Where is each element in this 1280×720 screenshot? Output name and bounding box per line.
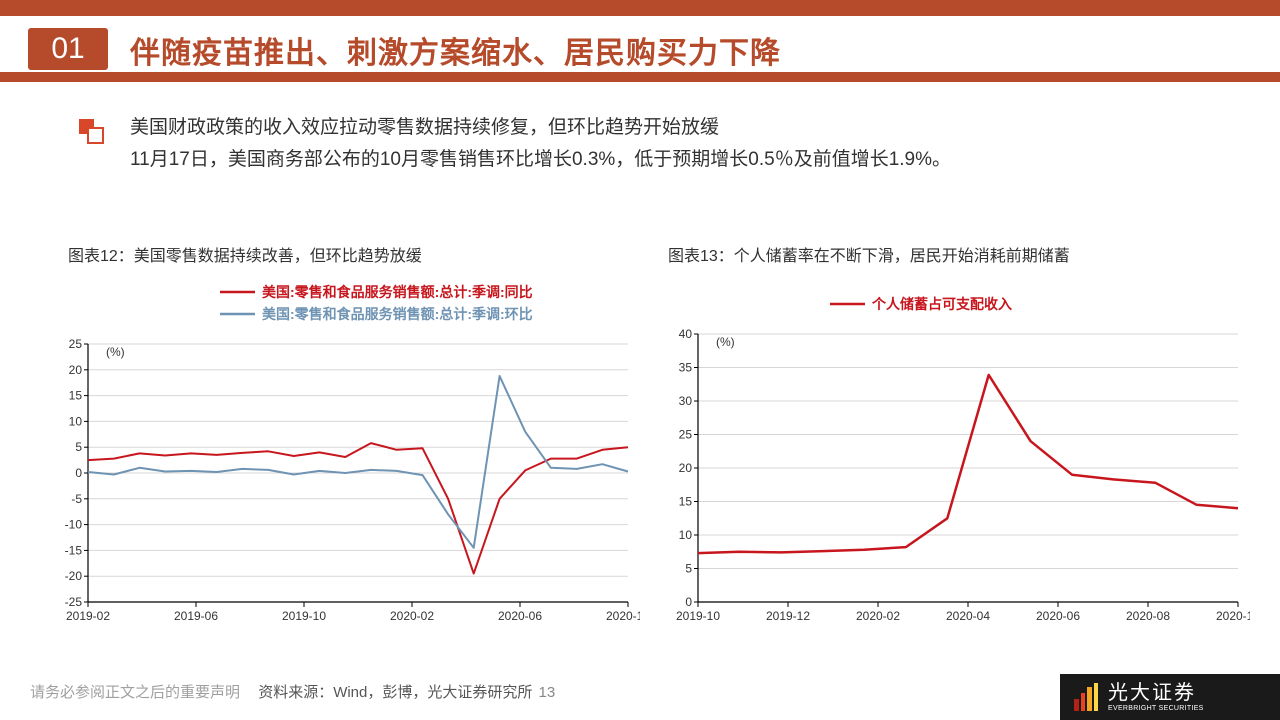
svg-text:2019-06: 2019-06 <box>174 609 218 623</box>
svg-text:2019-10: 2019-10 <box>676 609 720 623</box>
svg-text:40: 40 <box>679 327 693 341</box>
svg-text:-20: -20 <box>65 569 83 583</box>
section-number: 01 <box>28 28 108 70</box>
svg-text:2019-10: 2019-10 <box>282 609 326 623</box>
page-title: 伴随疫苗推出、刺激方案缩水、居民购买力下降 <box>130 28 781 72</box>
svg-text:5: 5 <box>75 440 82 454</box>
svg-text:5: 5 <box>685 562 692 576</box>
svg-text:2020-06: 2020-06 <box>1036 609 1080 623</box>
footer: 请务必参阅正文之后的重要声明 资料来源：Wind，彭博，光大证券研究所 13 <box>30 681 555 702</box>
svg-text:美国:零售和食品服务销售额:总计:季调:同比: 美国:零售和食品服务销售额:总计:季调:同比 <box>262 284 533 300</box>
logo: 光大证券 EVERBRIGHT SECURITIES <box>1060 674 1280 720</box>
svg-text:30: 30 <box>679 394 693 408</box>
svg-text:10: 10 <box>69 414 83 428</box>
svg-text:20: 20 <box>69 363 83 377</box>
svg-text:15: 15 <box>679 495 693 509</box>
svg-text:2020-10: 2020-10 <box>606 609 640 623</box>
svg-text:15: 15 <box>69 389 83 403</box>
svg-text:10: 10 <box>679 528 693 542</box>
svg-text:20: 20 <box>679 461 693 475</box>
svg-text:25: 25 <box>69 337 83 351</box>
svg-text:0: 0 <box>75 466 82 480</box>
svg-text:个人储蓄占可支配收入: 个人储蓄占可支配收入 <box>871 296 1012 312</box>
chart12-title: 图表12：美国零售数据持续改善，但环比趋势放缓 <box>68 242 422 266</box>
svg-text:-5: -5 <box>71 492 82 506</box>
svg-text:(%): (%) <box>716 335 735 349</box>
svg-text:-25: -25 <box>65 595 83 609</box>
svg-text:2020-10: 2020-10 <box>1216 609 1250 623</box>
chart13: 0 5 10 15 20 25 30 35 40 2019-10 2019-12 2020-02 202… <box>650 272 1250 632</box>
svg-text:(%): (%) <box>106 345 125 359</box>
svg-text:2020-02: 2020-02 <box>390 609 434 623</box>
svg-text:0: 0 <box>685 595 692 609</box>
disclaimer: 请务必参阅正文之后的重要声明 <box>30 684 240 701</box>
svg-text:2019-02: 2019-02 <box>66 609 110 623</box>
page-number: 13 <box>539 684 556 701</box>
svg-text:-10: -10 <box>65 518 83 532</box>
source-label: 资料来源：Wind，彭博，光大证券研究所 <box>258 684 532 701</box>
svg-text:2020-06: 2020-06 <box>498 609 542 623</box>
logo-subtext: EVERBRIGHT SECURITIES <box>1108 705 1204 712</box>
logo-text: 光大证券 <box>1108 683 1204 703</box>
logo-bars-icon <box>1074 683 1098 711</box>
svg-text:2020-04: 2020-04 <box>946 609 990 623</box>
bullet-line-1: 美国财政政策的收入效应拉动零售数据持续修复，但环比趋势开始放缓 <box>130 112 1220 144</box>
chart13-title: 图表13：个人储蓄率在不断下滑，居民开始消耗前期储蓄 <box>668 242 1070 266</box>
bullet-block: 美国财政政策的收入效应拉动零售数据持续修复，但环比趋势开始放缓 11月17日，美… <box>78 112 1220 176</box>
bullet-line-2: 11月17日，美国商务部公布的10月零售销售环比增长0.3%，低于预期增长0.5… <box>130 144 1220 176</box>
svg-text:-15: -15 <box>65 543 83 557</box>
svg-text:美国:零售和食品服务销售额:总计:季调:环比: 美国:零售和食品服务销售额:总计:季调:环比 <box>262 306 533 322</box>
svg-text:25: 25 <box>679 428 693 442</box>
chart12: -25 -20 -15 -10 -5 0 5 10 15 20 25 2019-02 2019-06 20… <box>40 272 640 632</box>
overlap-squares-icon <box>78 118 104 144</box>
svg-text:2020-08: 2020-08 <box>1126 609 1170 623</box>
svg-text:2020-02: 2020-02 <box>856 609 900 623</box>
svg-text:35: 35 <box>679 361 693 375</box>
svg-text:2019-12: 2019-12 <box>766 609 810 623</box>
